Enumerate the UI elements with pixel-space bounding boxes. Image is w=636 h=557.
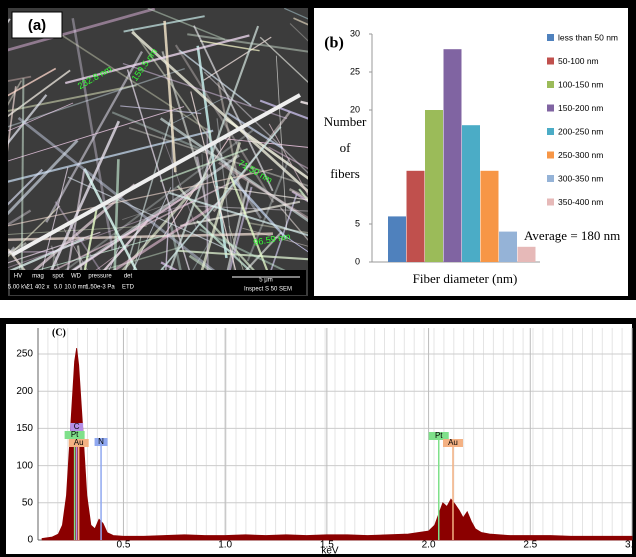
marker-label: Au: [448, 438, 458, 447]
y-tick-label: 20: [350, 104, 360, 114]
info-value: 10.0 mm: [64, 285, 87, 291]
legend-label: 350-400 nm: [558, 197, 603, 207]
info-header: spot: [52, 274, 64, 280]
info-header: WD: [71, 274, 82, 280]
x-tick-label: 2.0: [422, 540, 436, 551]
annotation: Average = 180 nm: [524, 228, 620, 243]
y-tick-label: 50: [22, 497, 34, 508]
legend-swatch: [547, 81, 554, 88]
legend-swatch: [547, 58, 554, 65]
legend-swatch: [547, 152, 554, 159]
y-tick-label: 200: [16, 386, 33, 397]
bar: [388, 216, 406, 262]
instrument: Inspect S 50 SEM: [244, 287, 292, 293]
bar: [499, 232, 517, 262]
y-tick-label: 100: [16, 460, 33, 471]
x-axis-label: Fiber diameter (nm): [413, 271, 518, 286]
scale-bar-label: 5 μm: [259, 278, 272, 284]
chart-title: (b): [324, 35, 344, 52]
marker-label: Au: [74, 438, 84, 447]
y-tick-label: 250: [16, 349, 33, 360]
legend-swatch: [547, 105, 554, 112]
figure: (a) Inspect S 50 SEM 5 μm 232.8 nm159.5 …: [0, 0, 636, 557]
bar: [462, 125, 480, 262]
legend-swatch: [547, 175, 554, 182]
legend-swatch: [547, 34, 554, 41]
x-tick-label: 3.0: [625, 540, 636, 551]
legend-label: 200-250 nm: [558, 126, 603, 136]
x-axis-label: keV: [321, 546, 339, 557]
legend-label: 300-350 nm: [558, 173, 603, 183]
info-value: 5.0: [54, 285, 63, 291]
legend-swatch: [547, 199, 554, 206]
info-header: det: [124, 274, 133, 280]
y-tick-label: 0: [355, 256, 360, 266]
y-tick-label: 5: [355, 218, 360, 228]
bar: [518, 247, 536, 262]
bar: [407, 171, 425, 262]
chart-title: (C): [52, 327, 66, 338]
info-header: pressure: [88, 274, 112, 280]
legend-label: 100-150 nm: [558, 79, 603, 89]
legend-swatch: [547, 128, 554, 135]
bar: [481, 171, 499, 262]
y-tick-label: 30: [350, 28, 360, 38]
x-tick-label: 2.5: [523, 540, 537, 551]
info-value: ETD: [122, 285, 135, 291]
x-tick-label: 1.0: [218, 540, 232, 551]
marker-label: N: [98, 437, 104, 446]
y-axis-label: Number: [324, 114, 367, 129]
info-value: 1.50e-3 Pa: [85, 285, 115, 291]
y-tick-label: 25: [350, 66, 360, 76]
legend-label: less than 50 nm: [558, 32, 618, 42]
panel-label: (a): [28, 17, 46, 34]
y-axis-label: of: [340, 140, 352, 155]
legend-label: 50-100 nm: [558, 56, 599, 66]
y-tick-label: 150: [16, 423, 33, 434]
y-axis-label: fibers: [330, 166, 360, 181]
y-tick-label: 0: [27, 535, 33, 546]
legend-label: 250-300 nm: [558, 150, 603, 160]
page: {"sem_image": {"label": "(a)", "annotati…: [0, 0, 636, 557]
info-header: HV: [14, 274, 22, 280]
info-value: 5.00 kV: [8, 285, 28, 291]
x-tick-label: 0.5: [116, 540, 130, 551]
info-value: 21 402 x: [26, 285, 49, 291]
info-header: mag: [32, 274, 44, 280]
bar: [425, 110, 443, 262]
marker-label: Pt: [435, 431, 443, 440]
legend-label: 150-200 nm: [558, 103, 603, 113]
bar: [444, 49, 462, 262]
